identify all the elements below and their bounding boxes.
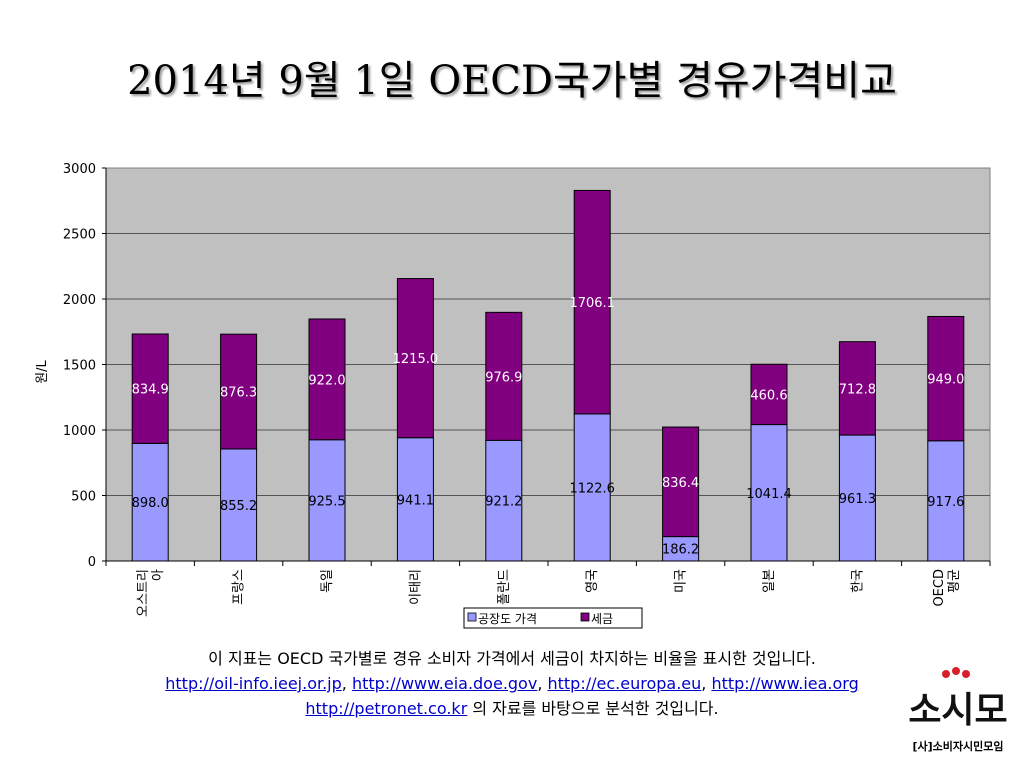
bar-tax — [927, 315, 965, 442]
y-tick-label: 0 — [88, 555, 96, 570]
data-label-factory-price: 186.2 — [662, 543, 699, 558]
data-label-factory-price: 855.2 — [220, 499, 257, 514]
bar-tax — [485, 311, 523, 441]
x-tick-label-line: 평균 — [947, 569, 962, 593]
data-label-tax: 1706.1 — [569, 296, 615, 311]
legend: 공장도 가격 세금 — [463, 607, 643, 629]
data-label-tax: 712.8 — [839, 382, 876, 397]
data-label-factory-price: 921.2 — [485, 495, 522, 510]
x-tick-label: 독일 — [320, 569, 335, 593]
bar-tax — [308, 318, 346, 441]
source-link-petronet[interactable]: http://petronet.co.kr — [305, 699, 468, 718]
bar-tax — [838, 341, 876, 436]
data-label-tax: 922.0 — [308, 373, 345, 388]
notes-description: 이 지표는 OECD 국가별로 경유 소비자 가격에서 세금이 차지하는 비율을… — [208, 649, 816, 668]
y-tick-label: 3000 — [63, 162, 96, 177]
x-tick-label-line: 아 — [151, 569, 166, 581]
organization-logo: 소시모 [사]소비자시민모임 — [898, 664, 1018, 760]
legend-label-tax: 세금 — [591, 612, 613, 626]
data-label-factory-price: 1122.6 — [569, 481, 615, 496]
data-label-factory-price: 917.6 — [927, 495, 964, 510]
data-label-factory-price: 925.5 — [308, 494, 345, 509]
x-tick-label-line: 오스트리 — [136, 569, 151, 617]
notes-sources-line: http://oil-info.ieej.or.jp, http://www.e… — [0, 671, 1024, 696]
bar-factory-price — [573, 413, 611, 562]
separator: , — [341, 674, 352, 693]
legend-swatch-tax — [580, 612, 590, 622]
x-tick-label-line: 한국 — [850, 569, 865, 593]
x-tick-label: 영국 — [585, 569, 600, 593]
logo-mark: 소시모 — [908, 667, 1008, 731]
data-label-factory-price: 961.3 — [839, 492, 876, 507]
y-tick-label: 1000 — [63, 424, 96, 439]
legend-swatch-factory-price — [467, 612, 477, 622]
x-tick-label-line: OECD — [932, 569, 947, 607]
bar-tax — [750, 363, 788, 426]
y-tick-label: 2000 — [63, 293, 96, 308]
bar-tax — [396, 278, 434, 439]
y-tick-label: 500 — [71, 490, 96, 505]
x-tick-label-line: 미국 — [674, 569, 689, 593]
x-tick-label: 프랑스 — [232, 569, 247, 605]
bar-tax — [131, 333, 169, 444]
data-label-tax: 876.3 — [220, 386, 257, 401]
notes-sources-line2: http://petronet.co.kr 의 자료를 바탕으로 분석한 것입니… — [0, 696, 1024, 721]
data-label-tax: 460.6 — [750, 388, 787, 403]
separator: , — [701, 674, 712, 693]
data-label-tax: 976.9 — [485, 370, 522, 385]
x-tick-label-line: 프랑스 — [232, 569, 247, 605]
data-label-factory-price: 898.0 — [132, 496, 169, 511]
notes: 이 지표는 OECD 국가별로 경유 소비자 가격에서 세금이 차지하는 비율을… — [0, 646, 1024, 721]
source-link-eia[interactable]: http://www.eia.doe.gov — [351, 674, 538, 693]
data-label-tax: 1215.0 — [393, 352, 439, 367]
bar-factory-price — [838, 434, 876, 562]
bar-tax — [573, 189, 611, 415]
data-label-factory-price: 941.1 — [397, 493, 434, 508]
bar-tax — [662, 426, 700, 538]
x-tick-label-line: 영국 — [585, 569, 600, 593]
data-label-tax: 836.4 — [662, 476, 699, 491]
logo-wordmark: 소시모 — [908, 690, 1007, 731]
bar-factory-price — [927, 440, 965, 562]
data-label-factory-price: 1041.4 — [746, 487, 792, 502]
separator: , — [537, 674, 548, 693]
x-tick-label-line: 독일 — [320, 569, 335, 593]
source-link-ieej[interactable]: http://oil-info.ieej.or.jp — [165, 674, 342, 693]
x-tick-label: 이태리 — [408, 569, 423, 605]
bar-tax — [220, 333, 258, 450]
source-link-iea[interactable]: http://www.iea.org — [711, 674, 859, 693]
source-link-ec-europa[interactable]: http://ec.europa.eu — [547, 674, 702, 693]
bar-factory-price — [220, 448, 258, 562]
data-label-tax: 834.9 — [132, 383, 169, 398]
stacked-bar-chart: 898.0 834.9 855.2 876.3 925.5 922.0 941.1 1215.… — [35, 162, 991, 629]
x-tick-label: 폴란드 — [497, 569, 512, 605]
legend-label-factory-price: 공장도 가격 — [478, 612, 537, 626]
y-tick-label: 2500 — [63, 228, 96, 243]
x-tick-label: 일본 — [762, 569, 777, 593]
x-tick-label: OECD 평균 — [932, 569, 962, 607]
x-tick-label-line: 일본 — [762, 569, 777, 593]
x-tick-label: 한국 — [850, 569, 865, 593]
x-tick-label-line: 폴란드 — [497, 569, 512, 605]
slide-title: 2014년 9월 1일 OECD국가별 경유가격비교 — [127, 58, 897, 104]
x-tick-label: 미국 — [674, 569, 689, 593]
bar-factory-price — [485, 439, 523, 562]
y-axis-label: 원/L — [35, 359, 50, 383]
bar-factory-price — [396, 437, 434, 562]
logo-caption: [사]소비자시민모임 — [912, 740, 1004, 753]
x-tick-label-line: 이태리 — [408, 569, 423, 605]
data-label-tax: 949.0 — [927, 373, 964, 388]
y-tick-label: 1500 — [63, 359, 96, 374]
notes-suffix: 의 자료를 바탕으로 분석한 것입니다. — [467, 699, 719, 718]
x-tick-label: 오스트리 아 — [136, 569, 166, 617]
